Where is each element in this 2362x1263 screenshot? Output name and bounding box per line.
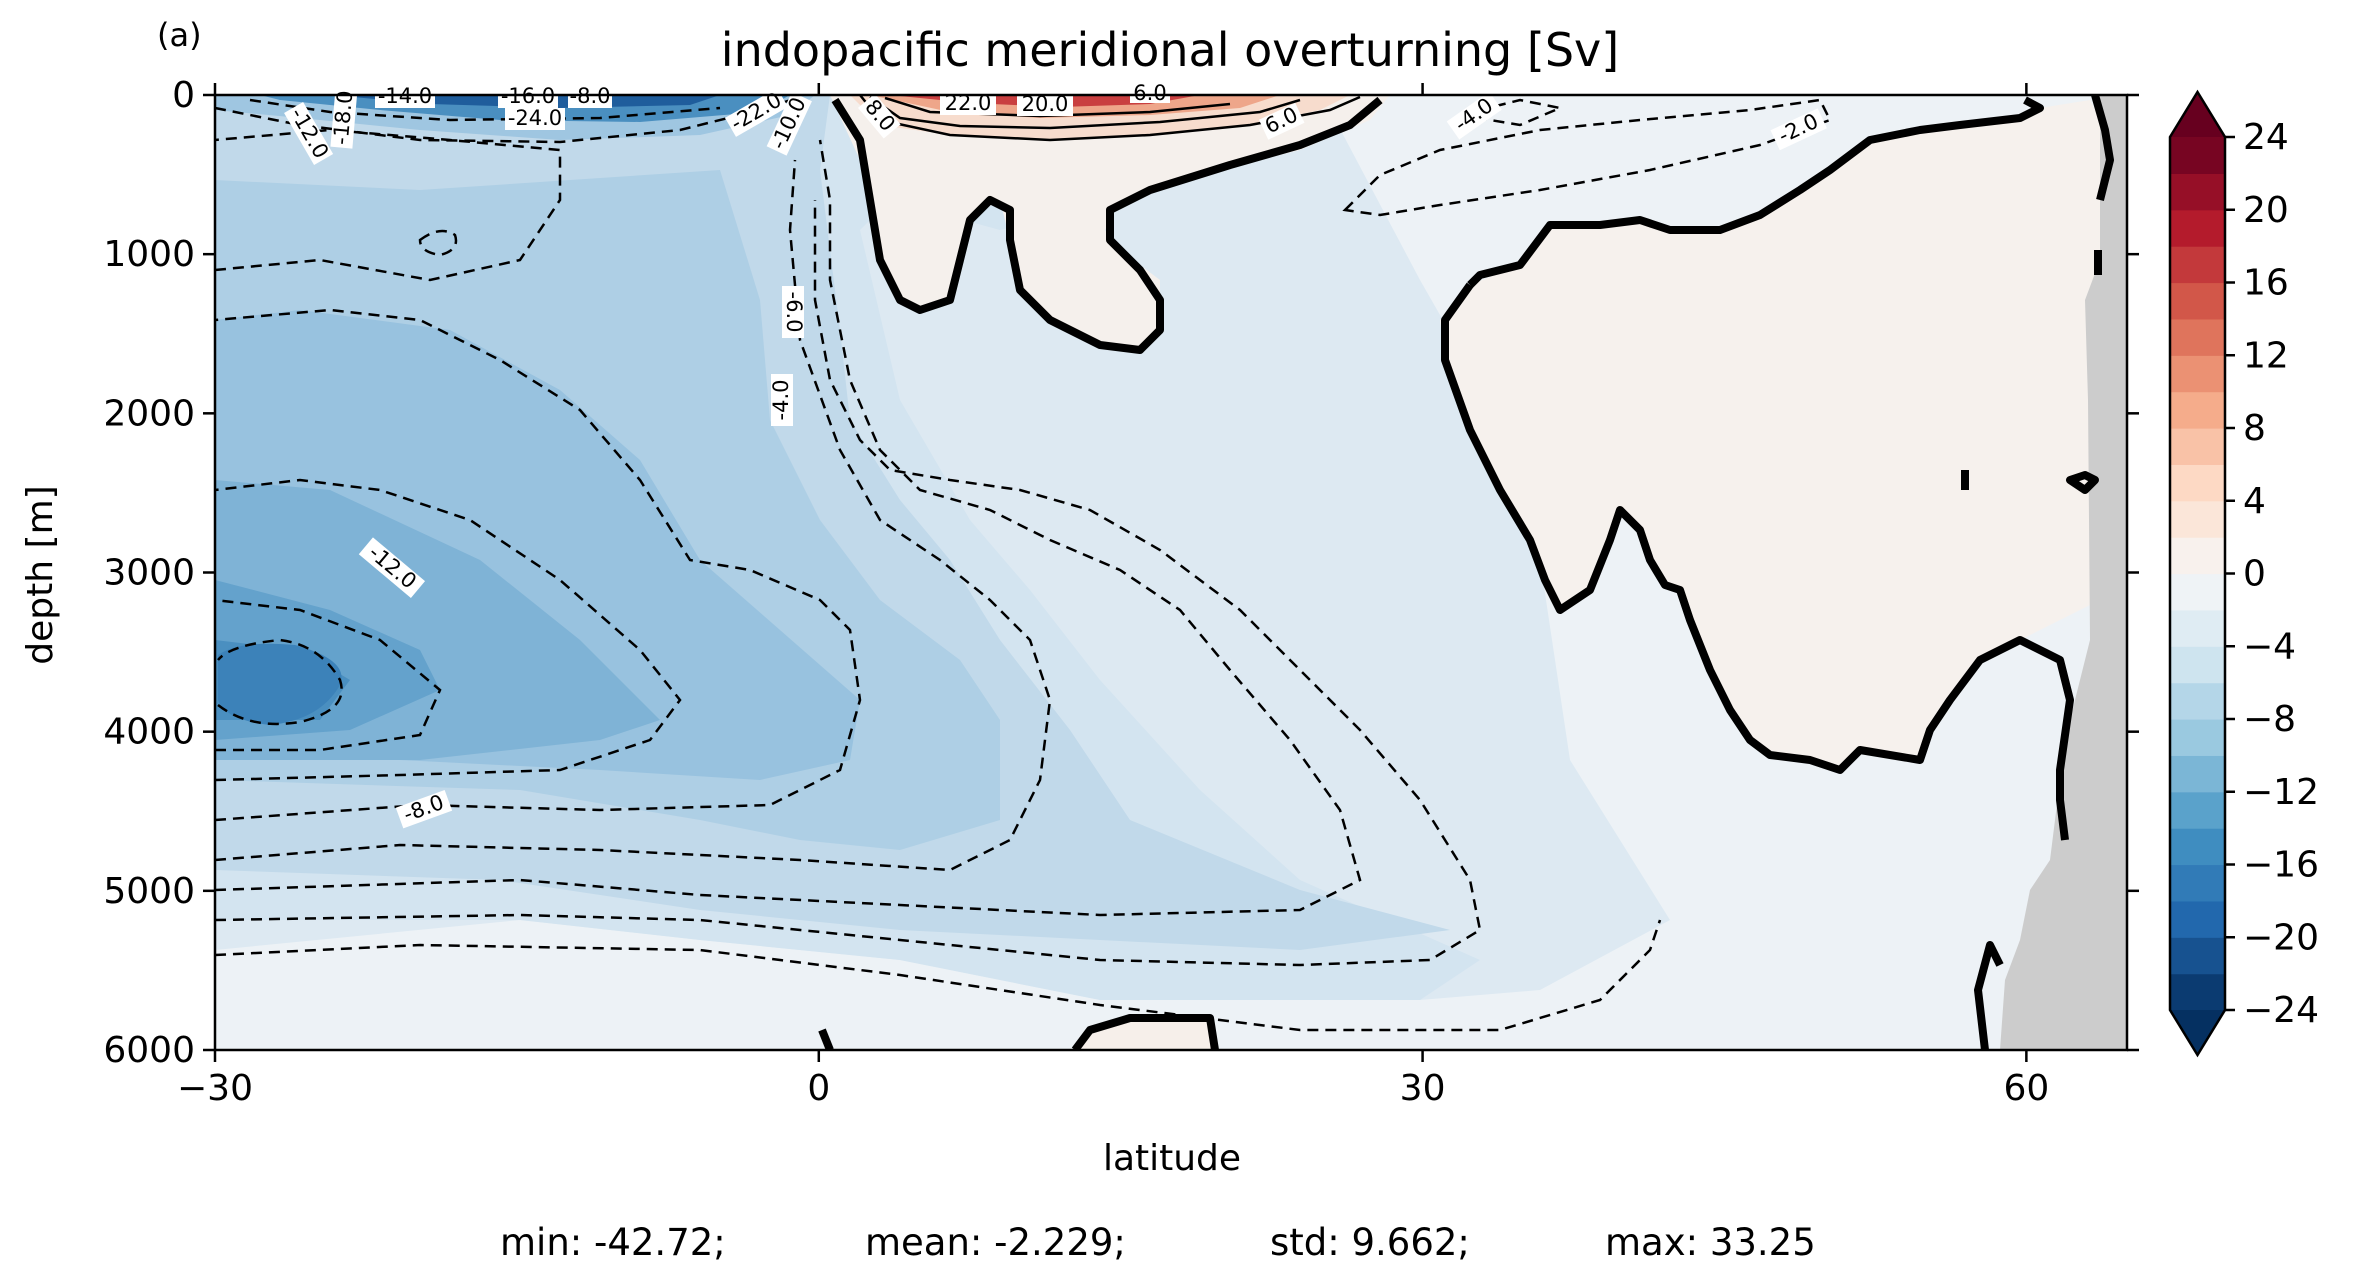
colorbar-tick-label: −4 bbox=[2243, 626, 2296, 667]
colorbar-tick-label: −12 bbox=[2243, 772, 2319, 813]
colorbar-band bbox=[2170, 173, 2225, 211]
stats-line: min: -42.72; mean: -2.229; std: 9.662; m… bbox=[500, 1221, 1816, 1263]
contour-labels: -14.0 -16.0 -8.0 -24.0 -18.0 -12.0 -22.0… bbox=[284, 81, 1827, 829]
colorbar-tick-label: −24 bbox=[2243, 990, 2319, 1031]
y-tick-label: 4000 bbox=[103, 712, 195, 753]
zero-contours bbox=[818, 95, 2114, 1050]
chart-title: indopacific meridional overturning [Sv] bbox=[721, 23, 1619, 77]
x-tick-label: −30 bbox=[177, 1068, 253, 1109]
colorbar-tick-label: −8 bbox=[2243, 699, 2296, 740]
stat-std: std: 9.662; bbox=[1270, 1221, 1470, 1263]
colorbar-band bbox=[2170, 719, 2225, 756]
y-axis-label: depth [m] bbox=[20, 485, 61, 664]
colorbar-tick-label: 0 bbox=[2243, 554, 2266, 595]
colorbar-band bbox=[2170, 391, 2225, 429]
stat-max: max: 33.25 bbox=[1605, 1221, 1816, 1263]
colorbar-band bbox=[2170, 500, 2225, 538]
colorbar-tick-label: 4 bbox=[2243, 481, 2266, 522]
neg-band-18 bbox=[218, 643, 342, 725]
colorbar-band bbox=[2170, 355, 2225, 393]
colorbar-band bbox=[2170, 609, 2225, 647]
y-tick-label: 5000 bbox=[103, 871, 195, 912]
y-tick-label: 0 bbox=[172, 75, 195, 116]
contour-label: -24.0 bbox=[508, 106, 562, 130]
colorbar-band bbox=[2170, 682, 2225, 720]
colorbar-band bbox=[2170, 464, 2225, 502]
contour-label: -18.0 bbox=[329, 90, 358, 146]
y-tick-label: 6000 bbox=[103, 1030, 195, 1071]
colorbar-band bbox=[2170, 428, 2225, 465]
y-tick-label: 3000 bbox=[103, 553, 195, 594]
y-tick-label: 2000 bbox=[103, 393, 195, 434]
colorbar-band bbox=[2170, 318, 2225, 356]
colorbar-tick-label: 8 bbox=[2243, 408, 2266, 449]
x-tick-label: 0 bbox=[807, 1068, 830, 1109]
y-axis-ticks: 0 1000 2000 3000 4000 5000 6000 bbox=[103, 75, 2139, 1071]
colorbar-band bbox=[2170, 937, 2225, 975]
panel-label: (a) bbox=[157, 16, 202, 54]
plot-area bbox=[215, 95, 2127, 1050]
colorbar-tick-label: 24 bbox=[2243, 117, 2289, 158]
colorbar-band bbox=[2170, 137, 2225, 174]
stat-min: min: -42.72; bbox=[500, 1221, 726, 1263]
colorbar-tick-label: −16 bbox=[2243, 845, 2319, 886]
x-axis-label: latitude bbox=[1103, 1138, 1241, 1179]
colorbar-tick-label: −20 bbox=[2243, 917, 2319, 958]
colorbar-band bbox=[2170, 828, 2225, 866]
pos-cell-north bbox=[1440, 100, 2105, 770]
colorbar-band bbox=[2170, 755, 2225, 793]
land-mask bbox=[2000, 95, 2127, 1050]
negative-contours bbox=[215, 95, 1832, 1032]
colorbar-band bbox=[2170, 537, 2225, 575]
contour-label: -6.0 bbox=[782, 292, 806, 333]
colorbar-band bbox=[2170, 864, 2225, 902]
colorbar-band bbox=[2170, 573, 2225, 611]
colorbar-band bbox=[2170, 282, 2225, 320]
colorbar-band bbox=[2170, 209, 2225, 247]
colorbar-band bbox=[2170, 246, 2225, 284]
x-tick-label: 30 bbox=[1400, 1068, 1446, 1109]
stat-mean: mean: -2.229; bbox=[865, 1221, 1126, 1263]
colorbar-tick-label: 20 bbox=[2243, 190, 2289, 231]
colorbar-extend-min bbox=[2170, 1010, 2225, 1055]
colorbar-tick-label: 16 bbox=[2243, 263, 2289, 304]
y-tick-label: 1000 bbox=[103, 234, 195, 275]
colorbar-extend-max bbox=[2170, 92, 2225, 137]
colorbar-band bbox=[2170, 900, 2225, 938]
colorbar-band bbox=[2170, 973, 2225, 1011]
x-tick-label: 60 bbox=[2003, 1068, 2049, 1109]
contour-label: 6.0 bbox=[1133, 81, 1166, 105]
contour-label: -4.0 bbox=[769, 380, 793, 421]
colorbar-band bbox=[2170, 791, 2225, 829]
colorbar-band bbox=[2170, 646, 2225, 684]
colorbar: 24 20 16 12 8 4 0 −4 −8 −12 −16 −20 −24 bbox=[2168, 89, 2319, 1058]
x-axis-ticks: −30 0 30 60 bbox=[177, 83, 2049, 1109]
colorbar-tick-label: 12 bbox=[2243, 335, 2289, 376]
